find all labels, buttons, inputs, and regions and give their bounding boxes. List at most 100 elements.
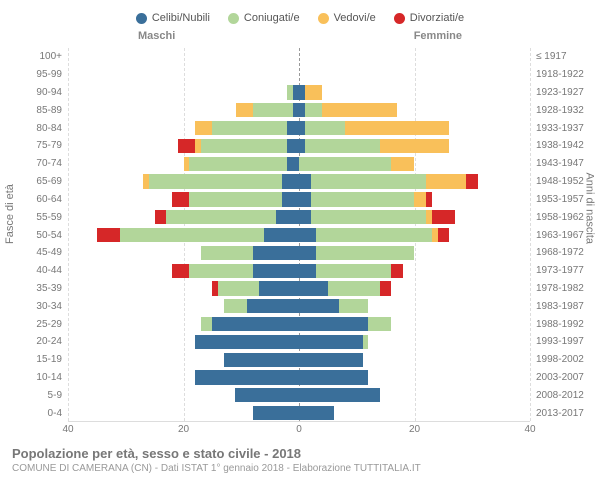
bar — [155, 210, 299, 224]
female-half — [299, 404, 530, 422]
chart-title: Popolazione per età, sesso e stato civil… — [12, 446, 592, 461]
female-half — [299, 66, 530, 84]
age-row: 35-391978-1982 — [68, 280, 530, 298]
bar-segment — [189, 157, 287, 171]
age-label: 5-9 — [12, 390, 68, 401]
male-half — [68, 155, 299, 173]
legend-item: Coniugati/e — [228, 12, 300, 24]
birth-year-label: 1988-1992 — [530, 319, 590, 330]
female-half — [299, 280, 530, 298]
bar — [299, 139, 449, 153]
male-half — [68, 208, 299, 226]
bar-segment — [305, 103, 322, 117]
male-label: Maschi — [138, 30, 175, 42]
bar-segment — [212, 121, 287, 135]
bar — [235, 103, 299, 117]
age-row: 95-991918-1922 — [68, 66, 530, 84]
bar-segment — [299, 281, 328, 295]
bar-segment — [201, 139, 288, 153]
bar-segment — [363, 335, 369, 349]
bar-segment — [426, 192, 432, 206]
bar-segment — [316, 264, 391, 278]
x-tick-label: 40 — [524, 424, 535, 435]
bar — [224, 353, 299, 367]
bar-segment — [264, 228, 299, 242]
age-label: 40-44 — [12, 265, 68, 276]
bar-segment — [282, 174, 299, 188]
bar — [97, 228, 299, 242]
bar-segment — [311, 174, 426, 188]
age-row: 70-741943-1947 — [68, 155, 530, 173]
bar — [299, 103, 397, 117]
age-label: 50-54 — [12, 230, 68, 241]
bar-segment — [299, 406, 334, 420]
female-half — [299, 386, 530, 404]
bar-segment — [299, 174, 311, 188]
male-half — [68, 386, 299, 404]
bar-segment — [224, 299, 247, 313]
bar — [299, 335, 368, 349]
birth-year-label: 1933-1937 — [530, 123, 590, 134]
male-half — [68, 262, 299, 280]
female-half — [299, 119, 530, 137]
bar-segment — [201, 317, 213, 331]
bar — [299, 228, 449, 242]
bar — [172, 264, 299, 278]
male-half — [68, 48, 299, 66]
bar-segment — [345, 121, 449, 135]
male-half — [68, 173, 299, 191]
footer: Popolazione per età, sesso e stato civil… — [8, 446, 592, 474]
male-half — [68, 66, 299, 84]
bar — [178, 139, 299, 153]
birth-year-label: ≤ 1917 — [530, 51, 590, 62]
legend-item: Divorziati/e — [394, 12, 464, 24]
age-label: 100+ — [12, 51, 68, 62]
female-half — [299, 226, 530, 244]
age-label: 45-49 — [12, 247, 68, 258]
bar-segment — [287, 139, 299, 153]
bar — [299, 210, 455, 224]
age-row: 85-891928-1932 — [68, 101, 530, 119]
female-half — [299, 208, 530, 226]
bar — [195, 370, 299, 384]
bar-segment — [149, 174, 282, 188]
female-half — [299, 84, 530, 102]
bar-segment — [189, 264, 253, 278]
birth-year-label: 1983-1987 — [530, 301, 590, 312]
bar-segment — [253, 246, 299, 260]
bar-segment — [316, 246, 414, 260]
bar-segment — [368, 317, 391, 331]
female-half — [299, 315, 530, 333]
bar-segment — [120, 228, 264, 242]
bar-segment — [432, 210, 455, 224]
bar-segment — [299, 210, 311, 224]
bar-segment — [195, 121, 212, 135]
bar — [299, 406, 334, 420]
female-half — [299, 262, 530, 280]
bar-segment — [253, 103, 293, 117]
birth-year-label: 1918-1922 — [530, 69, 590, 80]
male-half — [68, 84, 299, 102]
bar-segment — [259, 281, 299, 295]
bar — [195, 121, 299, 135]
x-tick-label: 0 — [296, 424, 302, 435]
age-row: 50-541963-1967 — [68, 226, 530, 244]
bar-segment — [299, 246, 316, 260]
birth-year-label: 2003-2007 — [530, 372, 590, 383]
rows: 100+≤ 191795-991918-192290-941923-192785… — [68, 48, 530, 422]
x-tick-label: 40 — [62, 424, 73, 435]
age-row: 80-841933-1937 — [68, 119, 530, 137]
age-row: 40-441973-1977 — [68, 262, 530, 280]
age-label: 95-99 — [12, 69, 68, 80]
birth-year-label: 1963-1967 — [530, 230, 590, 241]
age-row: 45-491968-1972 — [68, 244, 530, 262]
legend-swatch-icon — [394, 13, 405, 24]
age-row: 25-291988-1992 — [68, 315, 530, 333]
bar — [299, 264, 403, 278]
birth-year-label: 1923-1927 — [530, 87, 590, 98]
x-tick-label: 20 — [409, 424, 420, 435]
age-row: 65-691948-1952 — [68, 173, 530, 191]
x-axis: 402002040 — [68, 424, 530, 440]
bar-segment — [236, 103, 253, 117]
male-half — [68, 404, 299, 422]
